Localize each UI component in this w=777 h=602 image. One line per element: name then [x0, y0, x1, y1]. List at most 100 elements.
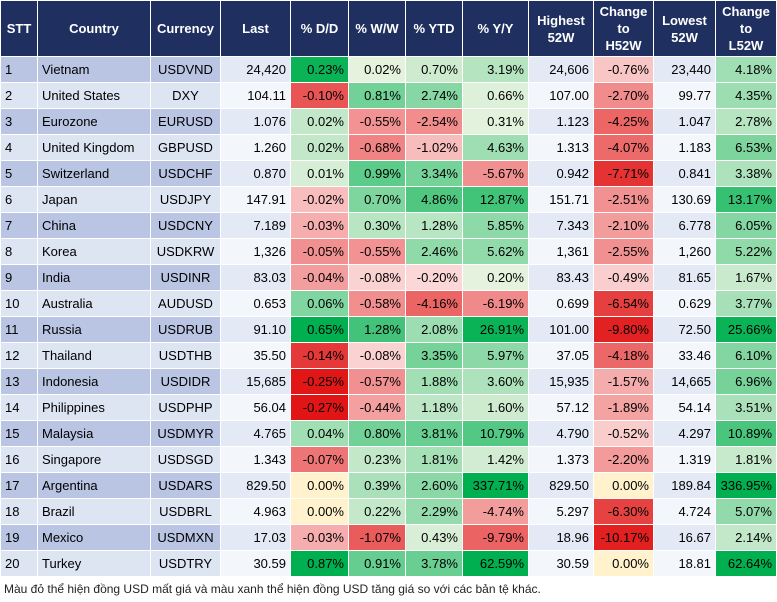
value-cell: 30.59 — [528, 550, 594, 577]
row-number: 2 — [0, 82, 38, 109]
country-cell: Thailand — [37, 342, 151, 369]
row-number: 9 — [0, 264, 38, 291]
value-cell: 10.79% — [462, 420, 529, 447]
column-header: % YTD — [405, 0, 463, 57]
value-cell: 1.343 — [220, 446, 291, 473]
column-header: Change to H52W — [593, 0, 654, 57]
value-cell: 1.260 — [220, 134, 291, 161]
row-number: 7 — [0, 212, 38, 239]
value-cell: -0.55% — [348, 108, 406, 135]
column-header: STT — [0, 0, 38, 57]
value-cell: 4.86% — [405, 186, 463, 213]
value-cell: 3.34% — [405, 160, 463, 187]
value-cell: 2.74% — [405, 82, 463, 109]
value-cell: -0.58% — [348, 290, 406, 317]
currency-cell: DXY — [150, 82, 221, 109]
footnote: Màu đỏ thể hiện đồng USD mất giá và màu … — [4, 582, 541, 596]
value-cell: 6.778 — [653, 212, 716, 239]
row-number: 19 — [0, 524, 38, 551]
value-cell: 6.96% — [715, 368, 777, 395]
value-cell: 0.87% — [290, 550, 349, 577]
value-cell: 15,685 — [220, 368, 291, 395]
row-number: 15 — [0, 420, 38, 447]
value-cell: 1,361 — [528, 238, 594, 265]
value-cell: 25.66% — [715, 316, 777, 343]
country-cell: Turkey — [37, 550, 151, 577]
table-row: 12 Thailand USDTHB 35.50 -0.14% -0.08% 3.35% 5.… — [0, 342, 777, 369]
currency-cell: AUDUSD — [150, 290, 221, 317]
value-cell: 3.78% — [405, 550, 463, 577]
country-cell: Eurozone — [37, 108, 151, 135]
value-cell: -0.04% — [290, 264, 349, 291]
table-row: 19 Mexico USDMXN 17.03 -0.03% -1.07% 0.43% -9.7… — [0, 524, 777, 551]
value-cell: -7.71% — [593, 160, 654, 187]
currency-cell: GBPUSD — [150, 134, 221, 161]
value-cell: 83.03 — [220, 264, 291, 291]
value-cell: 5.97% — [462, 342, 529, 369]
country-cell: Malaysia — [37, 420, 151, 447]
table-row: 5 Switzerland USDCHF 0.870 0.01% 0.99% 3.34% -5… — [0, 160, 777, 187]
value-cell: 54.14 — [653, 394, 716, 421]
value-cell: 5.62% — [462, 238, 529, 265]
value-cell: 0.70% — [405, 56, 463, 83]
value-cell: 0.66% — [462, 82, 529, 109]
table-row: 1 Vietnam USDVND 24,420 0.23% 0.02% 0.70% 3.19%… — [0, 56, 777, 83]
value-cell: 1,260 — [653, 238, 716, 265]
currency-cell: USDCNY — [150, 212, 221, 239]
country-cell: Philippines — [37, 394, 151, 421]
value-cell: 5.07% — [715, 498, 777, 525]
value-cell: 18.96 — [528, 524, 594, 551]
value-cell: -4.18% — [593, 342, 654, 369]
column-header: % W/W — [348, 0, 406, 57]
value-cell: 3.77% — [715, 290, 777, 317]
value-cell: 4.18% — [715, 56, 777, 83]
column-header: % Y/Y — [462, 0, 529, 57]
value-cell: 107.00 — [528, 82, 594, 109]
value-cell: 2.14% — [715, 524, 777, 551]
currency-cell: USDJPY — [150, 186, 221, 213]
column-header: Highest 52W — [528, 0, 594, 57]
value-cell: -9.79% — [462, 524, 529, 551]
value-cell: 3.51% — [715, 394, 777, 421]
value-cell: 829.50 — [528, 472, 594, 499]
value-cell: 0.06% — [290, 290, 349, 317]
table-row: 4 United Kingdom GBPUSD 1.260 0.02% -0.68% -1.… — [0, 134, 777, 161]
value-cell: 0.01% — [290, 160, 349, 187]
currency-cell: USDPHP — [150, 394, 221, 421]
value-cell: 336.95% — [715, 472, 777, 499]
value-cell: -2.20% — [593, 446, 654, 473]
value-cell: -1.07% — [348, 524, 406, 551]
value-cell: 0.00% — [593, 472, 654, 499]
value-cell: 2.60% — [405, 472, 463, 499]
value-cell: 829.50 — [220, 472, 291, 499]
value-cell: -2.10% — [593, 212, 654, 239]
value-cell: 1,326 — [220, 238, 291, 265]
value-cell: 0.841 — [653, 160, 716, 187]
value-cell: 0.699 — [528, 290, 594, 317]
value-cell: 337.71% — [462, 472, 529, 499]
value-cell: -0.10% — [290, 82, 349, 109]
value-cell: 0.99% — [348, 160, 406, 187]
value-cell: 0.870 — [220, 160, 291, 187]
value-cell: 1.67% — [715, 264, 777, 291]
value-cell: 15,935 — [528, 368, 594, 395]
row-number: 6 — [0, 186, 38, 213]
value-cell: 147.91 — [220, 186, 291, 213]
value-cell: 0.23% — [348, 446, 406, 473]
value-cell: 7.189 — [220, 212, 291, 239]
value-cell: 57.12 — [528, 394, 594, 421]
value-cell: 4.724 — [653, 498, 716, 525]
value-cell: 6.10% — [715, 342, 777, 369]
fx-table: STT Country Currency Last% D/D% W/W% YTD% Y… — [0, 0, 777, 577]
column-header: % D/D — [290, 0, 349, 57]
value-cell: 1.81% — [405, 446, 463, 473]
value-cell: 81.65 — [653, 264, 716, 291]
value-cell: 0.81% — [348, 82, 406, 109]
value-cell: 0.20% — [462, 264, 529, 291]
value-cell: 1.123 — [528, 108, 594, 135]
row-number: 11 — [0, 316, 38, 343]
value-cell: 5.297 — [528, 498, 594, 525]
value-cell: -4.07% — [593, 134, 654, 161]
column-header: Country — [37, 0, 151, 57]
row-number: 5 — [0, 160, 38, 187]
